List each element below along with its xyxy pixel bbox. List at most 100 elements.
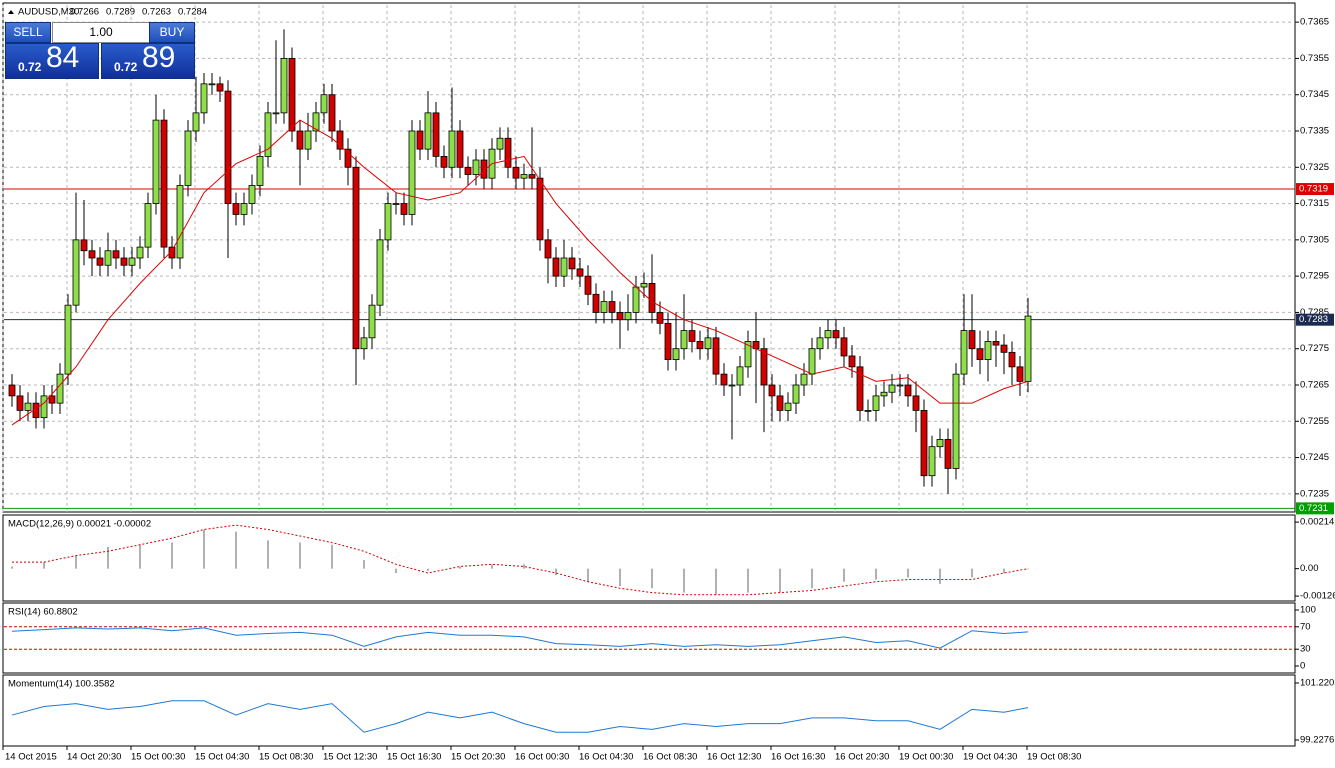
macd-bar — [491, 564, 493, 569]
macd-bar — [1027, 568, 1029, 570]
lot-size[interactable]: 1.00 — [52, 22, 150, 43]
y-tick-label: 0.7345 — [1300, 89, 1329, 100]
x-tick-label: 16 Oct 20:30 — [835, 752, 889, 763]
candle-body — [312, 112, 320, 132]
candle-body — [952, 373, 960, 469]
candle-body — [544, 239, 552, 259]
candle-body — [776, 395, 784, 411]
macd-bar — [235, 531, 237, 569]
candle-body — [184, 130, 192, 186]
candle-body — [928, 446, 936, 477]
macd-bar — [907, 568, 909, 578]
candle-body — [88, 250, 96, 259]
x-tick-label: 16 Oct 08:30 — [643, 752, 697, 763]
candle-body — [912, 395, 920, 411]
candle-body — [864, 409, 872, 412]
candle-body — [384, 203, 392, 241]
candle-body — [64, 304, 72, 375]
candle-body — [856, 366, 864, 411]
candle-body — [760, 348, 768, 386]
bid-prefix: 0.72 — [18, 60, 42, 74]
candle-body — [584, 275, 592, 295]
header-open: 0.7266 — [70, 7, 99, 18]
candle-body — [680, 330, 688, 350]
x-tick-label: 16 Oct 00:30 — [515, 752, 569, 763]
y-tick-label: 0.7235 — [1300, 488, 1329, 499]
candle-body — [1016, 366, 1024, 382]
macd-bar — [779, 568, 781, 593]
price-level-label: 0.7283 — [1299, 314, 1328, 325]
macd-bar — [75, 555, 77, 569]
price-level-box — [1296, 183, 1334, 196]
macd-bar — [107, 546, 109, 569]
candle-body — [968, 330, 976, 350]
candle-body — [16, 395, 24, 411]
candle-body — [400, 203, 408, 215]
macd-bar — [299, 542, 301, 569]
candle-body — [472, 159, 480, 175]
y-tick-label: 0.7365 — [1300, 17, 1329, 28]
y-tick-label: 0.7305 — [1300, 234, 1329, 245]
candle-body — [672, 348, 680, 361]
candle-body — [848, 355, 856, 368]
macd-bar — [459, 566, 461, 569]
candle-body — [816, 337, 824, 350]
header-close: 0.7284 — [178, 7, 207, 18]
macd-bar — [523, 564, 525, 569]
macd-bar — [427, 568, 429, 571]
candle-body — [72, 239, 80, 306]
ask-pips: 89 — [142, 41, 176, 74]
macd-bar — [331, 544, 333, 569]
candle-body — [24, 402, 32, 411]
candle-body — [80, 239, 88, 252]
ask-quote[interactable]: 0.72 89 — [101, 41, 195, 79]
macd-bar — [11, 566, 13, 569]
candle-body — [944, 439, 952, 469]
x-tick-label: 15 Oct 04:30 — [195, 752, 249, 763]
y-tick-label: 0.00 — [1300, 563, 1319, 574]
candle-body — [976, 348, 984, 361]
macd-bar — [843, 568, 845, 582]
y-tick-label: 0.7315 — [1300, 198, 1329, 209]
bid-quote[interactable]: 0.72 84 — [5, 41, 99, 79]
x-tick-label: 14 Oct 2015 — [5, 752, 57, 763]
y-tick-label: 0.7265 — [1300, 380, 1329, 391]
macd-bar — [875, 568, 877, 580]
candle-body — [640, 282, 648, 288]
buy-button[interactable]: BUY — [149, 22, 195, 43]
candle-body — [416, 130, 424, 150]
x-tick-label: 14 Oct 20:30 — [67, 752, 121, 763]
x-tick-label: 16 Oct 16:30 — [771, 752, 825, 763]
candle-body — [464, 166, 472, 175]
macd-bar — [939, 568, 941, 584]
candle-body — [48, 395, 56, 404]
candle-body — [480, 159, 488, 179]
candle-body — [288, 58, 296, 132]
indicator-line — [11, 700, 1029, 733]
collapse-icon[interactable] — [8, 10, 14, 14]
candle-body — [552, 257, 560, 277]
candle-body — [688, 330, 696, 342]
macd-bar — [971, 568, 973, 578]
candle-body — [992, 341, 1000, 346]
candle-body — [120, 257, 128, 266]
candle-body — [376, 239, 384, 306]
sell-button[interactable]: SELL — [5, 22, 51, 43]
candle-body — [56, 373, 64, 404]
candle-body — [768, 384, 776, 397]
candle-body — [408, 130, 416, 215]
macd-bar — [43, 562, 45, 569]
indicator-line — [11, 627, 1029, 649]
momentum-frame — [2, 674, 1296, 747]
price-level-label: 0.7319 — [1299, 184, 1328, 195]
y-tick-label: 99.2276 — [1300, 735, 1334, 746]
macd-bar — [139, 544, 141, 569]
candle-body — [176, 185, 184, 259]
candle-body — [224, 90, 232, 204]
candle-body — [168, 246, 176, 259]
candle-body — [248, 185, 256, 204]
candle-body — [664, 322, 672, 361]
candle-body — [456, 130, 464, 168]
candle-body — [160, 119, 168, 248]
y-tick-label: 0.00214 — [1300, 517, 1334, 528]
